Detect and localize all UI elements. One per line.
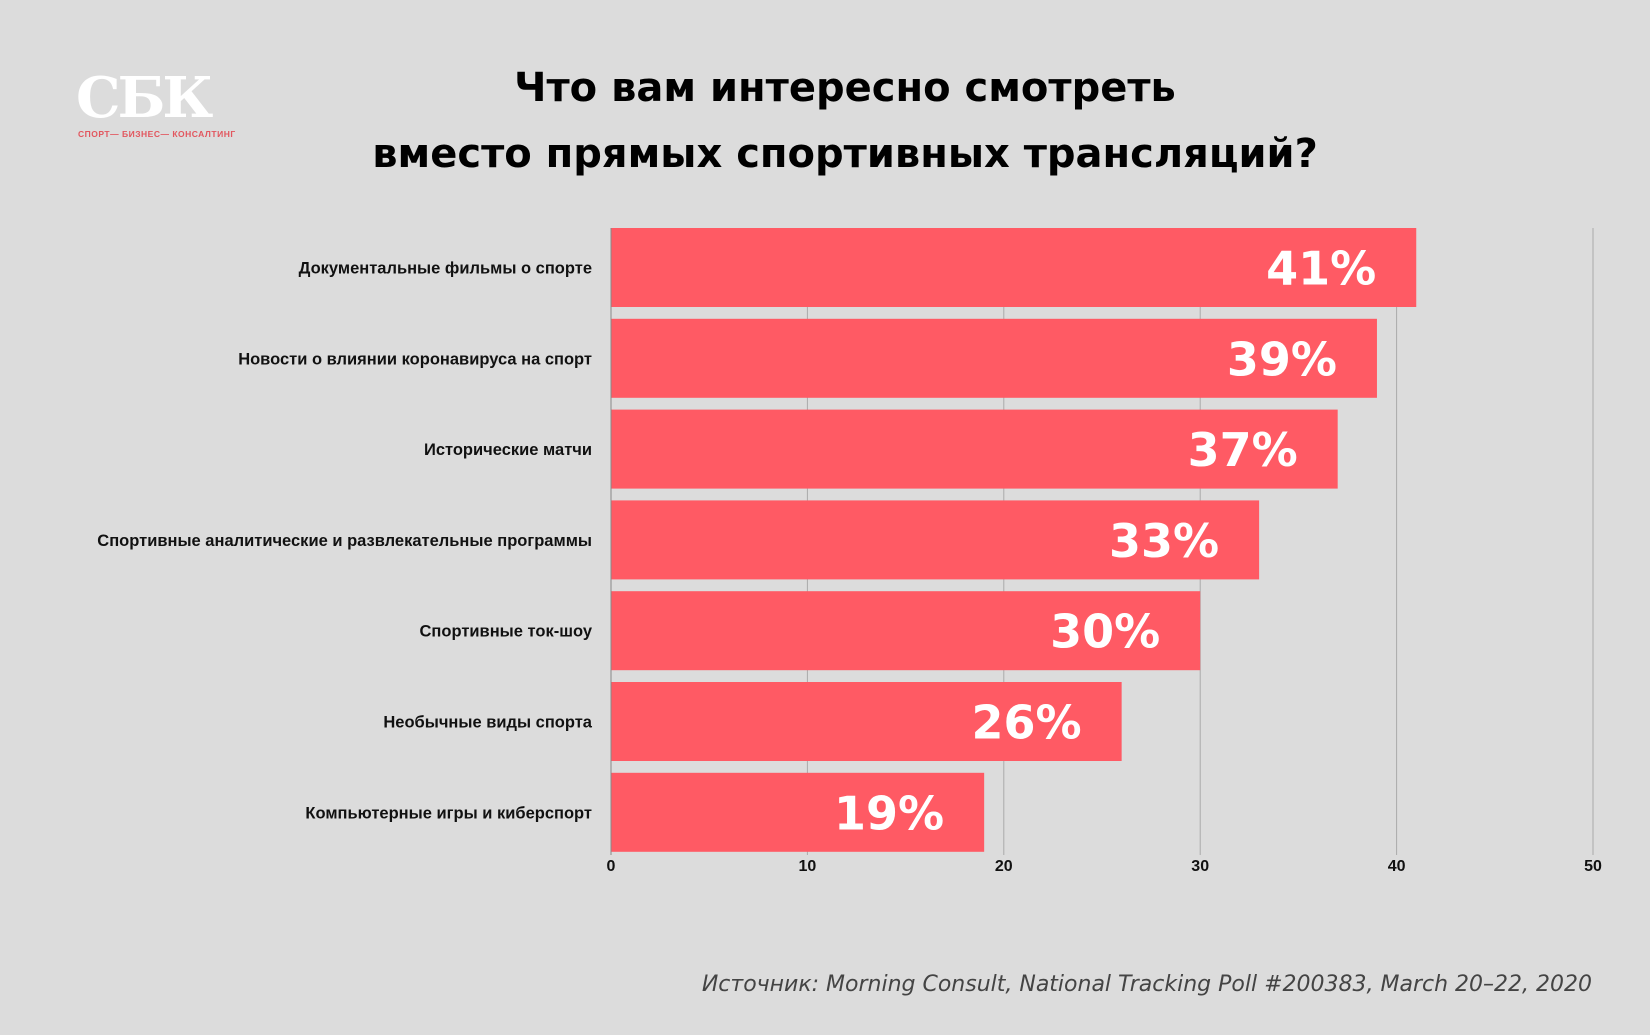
x-tick-label-1: 10 <box>799 858 817 875</box>
category-label-4: Спортивные ток-шоу <box>420 623 593 641</box>
category-label-6: Компьютерные игры и киберспорт <box>305 804 592 822</box>
bar-2 <box>611 409 1338 489</box>
x-tick-label-3: 30 <box>1191 858 1209 875</box>
bar-value-label-1: 39% <box>1227 332 1337 386</box>
bar-value-label-6: 19% <box>834 786 944 840</box>
category-label-2: Исторические матчи <box>424 441 592 459</box>
bar-1 <box>611 318 1377 398</box>
logo-tagline: СПОРТ— БИЗНЕС— КОНСАЛТИНГ <box>78 129 236 139</box>
bar-5 <box>611 682 1122 761</box>
bar-chart: 41% Документальные фильмы о спорте 39% Ново… <box>97 228 1602 875</box>
logo-mark: СБК <box>76 65 213 131</box>
bar-3 <box>611 500 1260 580</box>
category-label-1: Новости о влиянии коронавируса на спорт <box>238 350 592 368</box>
bar-value-label-3: 33% <box>1109 514 1219 568</box>
bar-4 <box>611 591 1201 671</box>
bar-value-label-5: 26% <box>972 696 1082 750</box>
chart-title-line-2: вместо прямых спортивных трансляций? <box>372 131 1318 177</box>
category-label-3: Спортивные аналитические и развлекательн… <box>97 532 592 550</box>
bar-value-label-4: 30% <box>1050 605 1160 659</box>
bar-0 <box>611 228 1417 307</box>
bar-value-label-2: 37% <box>1188 423 1298 477</box>
category-label-0: Документальные фильмы о спорте <box>299 260 592 278</box>
bar-value-label-0: 41% <box>1266 242 1376 296</box>
x-tick-label-0: 0 <box>607 858 616 875</box>
logo: СБК СПОРТ— БИЗНЕС— КОНСАЛТИНГ <box>76 70 236 142</box>
source-note: Источник: Morning Consult, National Trac… <box>701 972 1592 997</box>
category-label-5: Необычные виды спорта <box>383 714 592 732</box>
chart-title-line-1: Что вам интересно смотреть <box>514 65 1176 111</box>
x-tick-label-2: 20 <box>995 858 1013 875</box>
x-tick-label-4: 40 <box>1388 858 1406 875</box>
bar-6 <box>611 772 985 852</box>
x-tick-label-5: 50 <box>1584 858 1602 875</box>
chart-title: Что вам интересно смотреть вместо прямых… <box>250 55 1440 187</box>
